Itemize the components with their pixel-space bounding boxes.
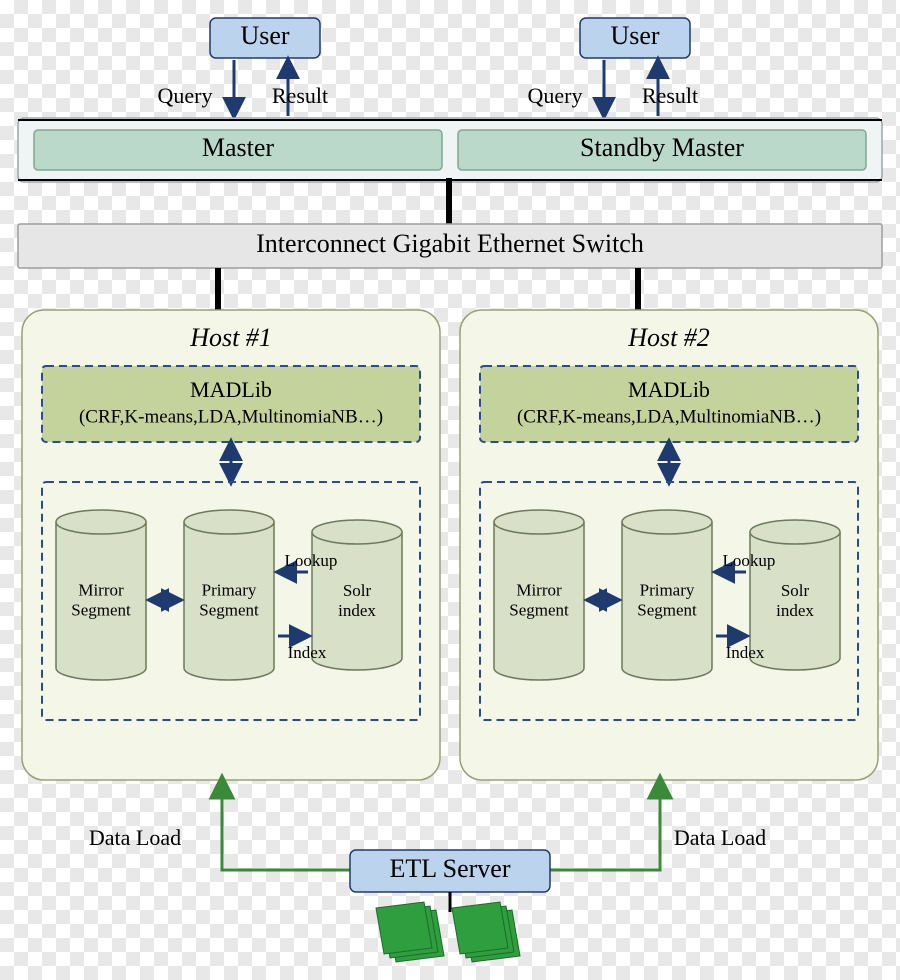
host-title: Host #1 <box>189 323 272 352</box>
cylinder-label: Segment <box>71 601 131 620</box>
cylinder-top <box>494 510 584 534</box>
document-icon <box>376 902 432 954</box>
cylinder-label: index <box>776 601 814 620</box>
qr-label: Result <box>272 83 328 108</box>
madlib-sub: (CRF,K-means,LDA,MultinomiaNB…) <box>517 406 821 427</box>
data-load-label: Data Load <box>674 825 766 850</box>
cylinder-label: index <box>338 601 376 620</box>
switch-label: Interconnect Gigabit Ethernet Switch <box>256 229 644 258</box>
cylinder-top <box>312 520 402 544</box>
qr-label: Query <box>528 83 583 108</box>
cylinder-top <box>622 510 712 534</box>
lookup-label: Lookup <box>723 551 776 570</box>
etl-label: ETL Server <box>389 854 510 883</box>
cylinder-label: Segment <box>637 601 697 620</box>
cylinder-label: Segment <box>199 601 259 620</box>
cylinder-label: Mirror <box>78 581 124 600</box>
data-load-label: Data Load <box>89 825 181 850</box>
architecture-diagram: User User Query Result Query Result Master Stan… <box>0 0 900 980</box>
user-label: User <box>610 21 659 50</box>
index-label: Index <box>726 643 765 662</box>
index-label: Index <box>288 643 327 662</box>
madlib-title: MADLib <box>628 377 710 402</box>
cylinder-top <box>750 520 840 544</box>
cylinder-label: Primary <box>202 581 257 600</box>
madlib-title: MADLib <box>190 377 272 402</box>
master-label: Standby Master <box>580 133 744 162</box>
document-icon <box>452 902 508 954</box>
master-label: Master <box>202 133 275 162</box>
cylinder-top <box>184 510 274 534</box>
cylinder-top <box>56 510 146 534</box>
qr-label: Query <box>158 83 213 108</box>
cylinder-label: Segment <box>509 601 569 620</box>
cylinder-label: Solr <box>781 581 810 600</box>
host-title: Host #2 <box>627 323 710 352</box>
qr-label: Result <box>642 83 698 108</box>
cylinder-label: Primary <box>640 581 695 600</box>
cylinder-label: Mirror <box>516 581 562 600</box>
cylinder-label: Solr <box>343 581 372 600</box>
user-label: User <box>240 21 289 50</box>
madlib-sub: (CRF,K-means,LDA,MultinomiaNB…) <box>79 406 383 427</box>
etl-arrow <box>222 778 350 870</box>
etl-arrow <box>550 778 660 870</box>
lookup-label: Lookup <box>285 551 338 570</box>
